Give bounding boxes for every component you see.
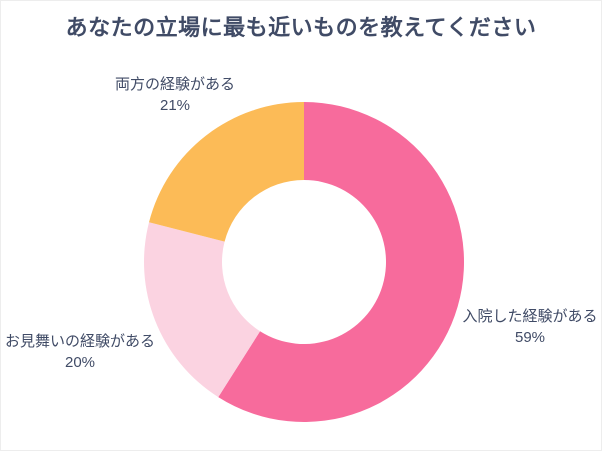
slice-label-text: 両方の経験がある [114, 76, 236, 93]
slice-label-text: 入院した経験がある [462, 308, 598, 325]
donut-slices [144, 102, 465, 423]
slice-label-visit: お見舞いの経験がある 20% [5, 331, 155, 373]
slice-percent-text: 20% [64, 354, 96, 371]
chart-title: あなたの立場に最も近いものを教えてください [65, 15, 537, 40]
slice-label-hospitalized: 入院した経験がある 59% [462, 306, 597, 348]
slice-label-text: お見舞いの経験がある [4, 333, 156, 350]
slice-label-both: 両方の経験がある 21% [115, 74, 235, 116]
donut-slice-both [149, 102, 304, 242]
donut-slice-visit [144, 222, 261, 398]
donut-slice-hospitalized [218, 102, 465, 423]
slice-percent-text: 59% [514, 329, 546, 346]
slice-percent-text: 21% [159, 97, 191, 114]
